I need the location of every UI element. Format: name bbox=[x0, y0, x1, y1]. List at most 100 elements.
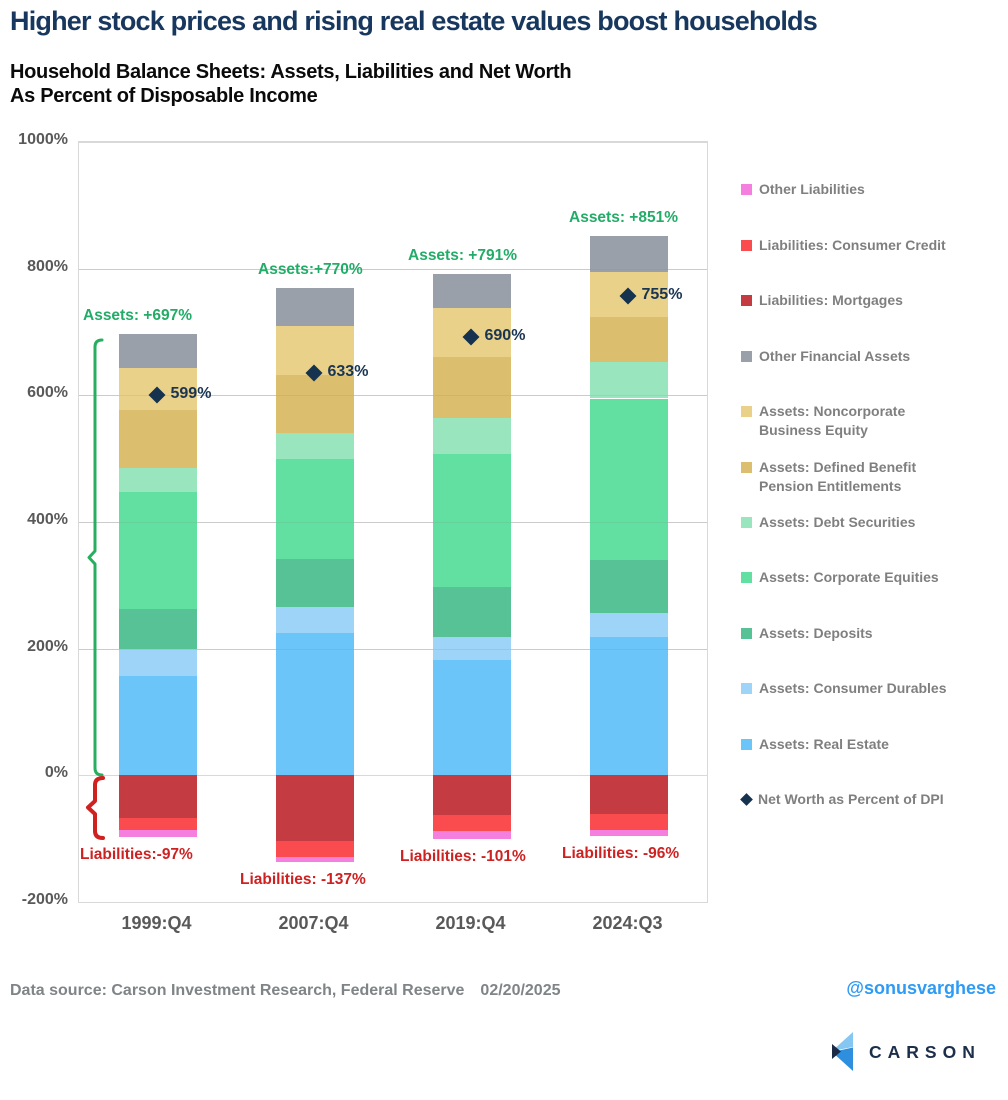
net-worth-label: 633% bbox=[327, 363, 369, 381]
gridline bbox=[79, 522, 707, 523]
legend-item-label: Assets: Debt Securities bbox=[759, 514, 916, 530]
legend-square-marker bbox=[741, 462, 752, 473]
legend-square-marker bbox=[741, 240, 752, 251]
bar-segment bbox=[275, 287, 354, 326]
assets-brace bbox=[87, 338, 104, 777]
bar-segment bbox=[275, 432, 354, 460]
chart-subtitle-line1: Household Balance Sheets: Assets, Liabil… bbox=[10, 61, 572, 83]
bar-segment bbox=[589, 236, 668, 272]
legend-item-label: Assets: Noncorporate Business Equity bbox=[759, 403, 906, 438]
bar-segment bbox=[275, 857, 354, 863]
y-axis-tick-label: -200% bbox=[21, 891, 68, 908]
bar-segment bbox=[118, 775, 197, 819]
bar-segment bbox=[432, 815, 511, 832]
legend-item: Other Liabilities bbox=[741, 180, 865, 199]
legend-item-label: Liabilities: Mortgages bbox=[759, 292, 903, 308]
twitter-handle: @sonusvarghese bbox=[846, 978, 996, 998]
net-worth-label: 690% bbox=[484, 327, 526, 345]
bar-segment bbox=[432, 454, 511, 588]
legend-item: Assets: Real Estate bbox=[741, 735, 889, 754]
legend-square-marker bbox=[741, 628, 752, 639]
net-worth-label: 755% bbox=[641, 286, 683, 304]
assets-total-label: Assets: +697% bbox=[83, 306, 192, 324]
legend-item: Liabilities: Mortgages bbox=[741, 291, 903, 310]
legend-item-label: Net Worth as Percent of DPI bbox=[758, 791, 944, 807]
x-axis-tick-label: 2024:Q3 bbox=[592, 913, 663, 933]
bar-segment bbox=[589, 398, 668, 560]
liabilities-total-label: Liabilities: -96% bbox=[562, 845, 680, 863]
liabilities-brace bbox=[86, 776, 105, 840]
legend-square-marker bbox=[741, 517, 752, 528]
bar-segment bbox=[275, 375, 354, 433]
gridline-overlay bbox=[79, 268, 707, 270]
liabilities-total-label: Liabilities: -101% bbox=[400, 848, 526, 866]
legend-item-label: Assets: Corporate Equities bbox=[759, 569, 939, 585]
legend-item: Assets: Corporate Equities bbox=[741, 568, 939, 587]
bar-segment bbox=[275, 775, 354, 841]
legend-square-marker bbox=[741, 184, 752, 195]
bar-segment bbox=[432, 356, 511, 419]
legend-item-label: Assets: Defined Benefit Pension Entitlem… bbox=[759, 459, 917, 494]
gridline bbox=[79, 395, 707, 397]
bar-segment bbox=[589, 813, 668, 830]
x-axis-tick-label: 1999:Q4 bbox=[121, 913, 192, 933]
bar-segment bbox=[118, 608, 197, 649]
legend-item: Assets: Deposits bbox=[741, 624, 873, 643]
legend-square-marker bbox=[741, 295, 752, 306]
assets-total-label: Assets:+770% bbox=[258, 260, 363, 278]
x-axis-tick-label: 2007:Q4 bbox=[278, 913, 349, 933]
bar-segment bbox=[589, 636, 668, 776]
bar-segment bbox=[432, 831, 511, 840]
bar-segment bbox=[275, 840, 354, 858]
bar-segment bbox=[118, 333, 197, 369]
bar-segment bbox=[589, 775, 668, 814]
chart-subtitle-line2: As Percent of Disposable Income bbox=[10, 85, 318, 107]
gridline-overlay bbox=[79, 522, 707, 523]
bar-segment bbox=[118, 675, 197, 776]
assets-total-label: Assets: +791% bbox=[408, 247, 517, 265]
bar-segment bbox=[432, 418, 511, 455]
bar-segment bbox=[432, 660, 511, 776]
bar-segment bbox=[118, 830, 197, 837]
y-axis-tick-label: 600% bbox=[27, 384, 68, 402]
bar-segment bbox=[432, 775, 511, 816]
data-source-date: 02/20/2025 bbox=[480, 982, 561, 999]
gridline bbox=[79, 648, 707, 650]
carson-logo-text: CARSON bbox=[869, 1041, 981, 1062]
legend-item: Assets: Defined Benefit Pension Entitlem… bbox=[741, 458, 916, 496]
bar-segment bbox=[589, 316, 668, 363]
gridline bbox=[79, 268, 707, 270]
carson-logo-icon bbox=[832, 1032, 853, 1071]
bar-segment bbox=[432, 587, 511, 637]
bar-segment bbox=[118, 468, 197, 493]
legend-item: Other Financial Assets bbox=[741, 347, 910, 366]
chart-area: 1000% 800% 600% 400% 200% 0% -200% 1999:Q4 Asset… bbox=[0, 130, 1008, 940]
gridline bbox=[79, 775, 707, 777]
legend-square-marker bbox=[741, 351, 752, 362]
y-axis-tick-label: 400% bbox=[27, 511, 68, 528]
legend-item-label: Assets: Real Estate bbox=[759, 736, 889, 752]
gridline bbox=[79, 142, 707, 143]
bar-segment bbox=[275, 558, 354, 607]
bar-segment bbox=[118, 818, 197, 831]
legend-diamond-marker bbox=[740, 793, 753, 806]
net-worth-label: 599% bbox=[170, 384, 212, 402]
page-title: Higher stock prices and rising real esta… bbox=[10, 6, 818, 36]
liabilities-total-label: Liabilities: -137% bbox=[240, 871, 366, 889]
bar-segment bbox=[118, 648, 197, 676]
data-source-text: Data source: Carson Investment Research,… bbox=[10, 982, 465, 999]
gridline bbox=[79, 902, 707, 903]
legend-item-label: Liabilities: Consumer Credit bbox=[759, 237, 946, 253]
legend-item-label: Other Liabilities bbox=[759, 181, 865, 197]
carson-logo: CARSON bbox=[828, 1031, 981, 1073]
legend-item-label: Assets: Deposits bbox=[759, 625, 873, 641]
legend-square-marker bbox=[741, 683, 752, 694]
gridline-overlay bbox=[79, 395, 707, 397]
plot-area bbox=[78, 141, 708, 903]
bar-segment bbox=[275, 606, 354, 633]
bar-segment bbox=[589, 560, 668, 614]
bar-segment bbox=[118, 409, 197, 469]
bar-segment bbox=[275, 459, 354, 559]
legend-square-marker bbox=[741, 739, 752, 750]
legend-item: Assets: Debt Securities bbox=[741, 513, 915, 532]
